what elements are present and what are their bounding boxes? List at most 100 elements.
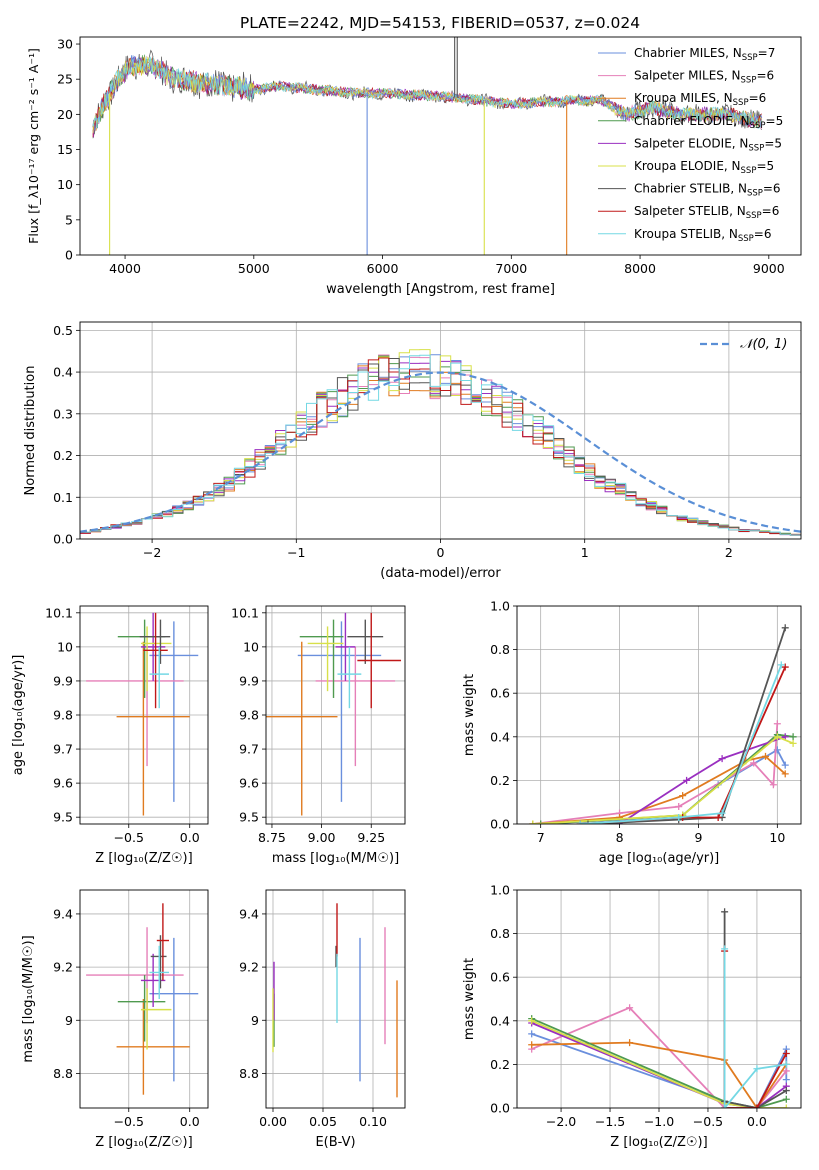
y-tick-label: 8.8: [239, 1066, 259, 1081]
figure-title: PLATE=2242, MJD=54153, FIBERID=0537, z=0…: [240, 14, 640, 32]
legend-sub: SSP: [742, 53, 758, 63]
weight-marker: [773, 720, 781, 728]
legend-text: Chabrier ELODIE, N: [634, 114, 750, 128]
y-tick-label: 9.5: [53, 810, 73, 825]
weight-line-salp_miles: [531, 1006, 788, 1108]
normal-curve: [80, 371, 801, 533]
y-tick-label: 0.2: [490, 773, 510, 788]
x-tick-label: 1: [581, 545, 589, 560]
y-tick-label: 9.4: [239, 906, 259, 921]
weight-line-chab_miles: [531, 1033, 788, 1108]
weight-line-krou_miles: [532, 755, 786, 824]
y-tick-label: 30: [57, 37, 73, 52]
x-axis-label: mass [log₁₀(M/M☉)]: [272, 851, 399, 866]
weight-marker: [781, 624, 789, 632]
y-tick-label: 9.8: [53, 708, 73, 723]
x-tick-label: 7: [537, 830, 545, 845]
weight-marker: [750, 759, 758, 767]
weight-marker: [789, 733, 797, 741]
x-tick-label: −0.5: [114, 830, 144, 845]
plot-area: [266, 606, 405, 824]
x-tick-label: 0.0: [180, 1114, 200, 1129]
axes-frame: [516, 605, 802, 825]
y-tick-label: 0.2: [490, 1057, 510, 1072]
chart-ebv_mass: 0.00 0.05 0.10 8.8 9 9.2 9.4 E(B-V): [239, 889, 406, 1150]
x-tick-label: −0.5: [693, 1114, 723, 1129]
weight-marker: [675, 803, 683, 811]
y-tick-label: 10.1: [231, 605, 259, 620]
y-tick-label: 20: [57, 107, 73, 122]
legend-tail: =5: [764, 136, 782, 150]
legend-text: Salpeter MILES, N: [634, 69, 741, 83]
axes-frame: [79, 36, 802, 256]
weight-marker: [528, 1041, 536, 1049]
x-tick-label: 2: [725, 545, 733, 560]
x-axis-label: Z [log₁₀(Z/Z☉)]: [610, 1135, 707, 1150]
weight-marker: [762, 752, 769, 760]
y-tick-label: 0.6: [490, 970, 510, 985]
x-axis-label: (data-model)/error: [380, 566, 501, 581]
weight-marker: [675, 813, 683, 821]
weight-line-krou_elodie: [532, 735, 794, 824]
weight-marker: [782, 1076, 790, 1084]
legend-label: 𝒩(0, 1): [740, 337, 787, 352]
y-axis-label: mass weight: [462, 958, 477, 1040]
legend-sub: SSP: [741, 166, 757, 176]
y-tick-label: 10.1: [45, 605, 73, 620]
y-tick-label: 10: [243, 639, 259, 654]
y-tick-label: 0.5: [53, 323, 73, 338]
chart-residuals: −2 −1 0 1 2 0.0 0.1 0.2 0.3 0.4 0.5 (data-model)/er…: [23, 321, 802, 581]
weight-marker: [683, 776, 691, 784]
weight-marker: [781, 761, 789, 769]
weight-marker: [528, 1017, 536, 1025]
y-tick-label: 8.8: [53, 1066, 73, 1081]
weight-marker: [781, 663, 789, 671]
legend-tail: =5: [756, 159, 774, 173]
axes-frame: [265, 605, 406, 825]
legend-sub: SSP: [748, 143, 764, 153]
weight-marker: [782, 1095, 790, 1103]
y-tick-label: 9.9: [239, 673, 259, 688]
legend-label: Chabrier MILES, NSSP=7: [634, 46, 775, 63]
weight-marker: [679, 792, 687, 800]
x-tick-label: −2: [143, 545, 161, 560]
x-tick-label: 8: [616, 830, 624, 845]
weight-line-krou_elodie: [531, 1019, 787, 1108]
y-tick-label: 9.2: [53, 960, 73, 975]
weight-marker: [782, 1087, 790, 1095]
x-tick-label: 0.10: [359, 1114, 387, 1129]
x-tick-label: 9000: [753, 261, 785, 276]
y-tick-label: 9.6: [53, 776, 73, 791]
weight-marker: [718, 755, 726, 763]
y-tick-label: 9.7: [239, 742, 259, 757]
legend-tail: =6: [762, 204, 780, 218]
axes-frame: [79, 605, 209, 825]
weight-marker: [626, 1039, 634, 1047]
spectrum-line-krou_stelib: [92, 56, 763, 130]
y-tick-label: 1.0: [490, 883, 510, 898]
y-tick-label: 9.5: [239, 810, 259, 825]
histogram-salp_stelib: [80, 357, 801, 539]
weight-marker: [718, 809, 726, 817]
x-tick-label: −0.5: [114, 1114, 144, 1129]
y-tick-label: 0.4: [490, 1013, 510, 1028]
y-tick-label: 0.1: [53, 490, 73, 505]
weight-marker: [753, 1065, 761, 1073]
weight-marker: [782, 1060, 790, 1068]
weight-marker: [537, 820, 545, 824]
y-tick-label: 0.3: [53, 406, 73, 421]
weight-marker: [721, 908, 729, 916]
plot-area: [517, 890, 801, 1108]
weight-line-salp_stelib: [723, 951, 788, 1108]
legend-tail: =5: [766, 114, 784, 128]
chart-z_age: −0.5 0.0 9.5 9.6 9.7 9.8 9.9 10 10.1 Z [log₁₀(Z/Z…: [11, 605, 209, 866]
x-tick-label: 7000: [495, 261, 527, 276]
legend-label: Kroupa ELODIE, NSSP=5: [634, 159, 774, 176]
x-axis-label: age [log₁₀(age/yr)]: [599, 851, 720, 866]
weight-marker: [781, 770, 789, 778]
x-tick-label: 10: [769, 830, 785, 845]
legend-text: Salpeter ELODIE, N: [634, 136, 748, 150]
y-tick-label: 9: [251, 1013, 259, 1028]
legend-sub: SSP: [750, 121, 766, 131]
plot-area: [266, 890, 405, 1108]
